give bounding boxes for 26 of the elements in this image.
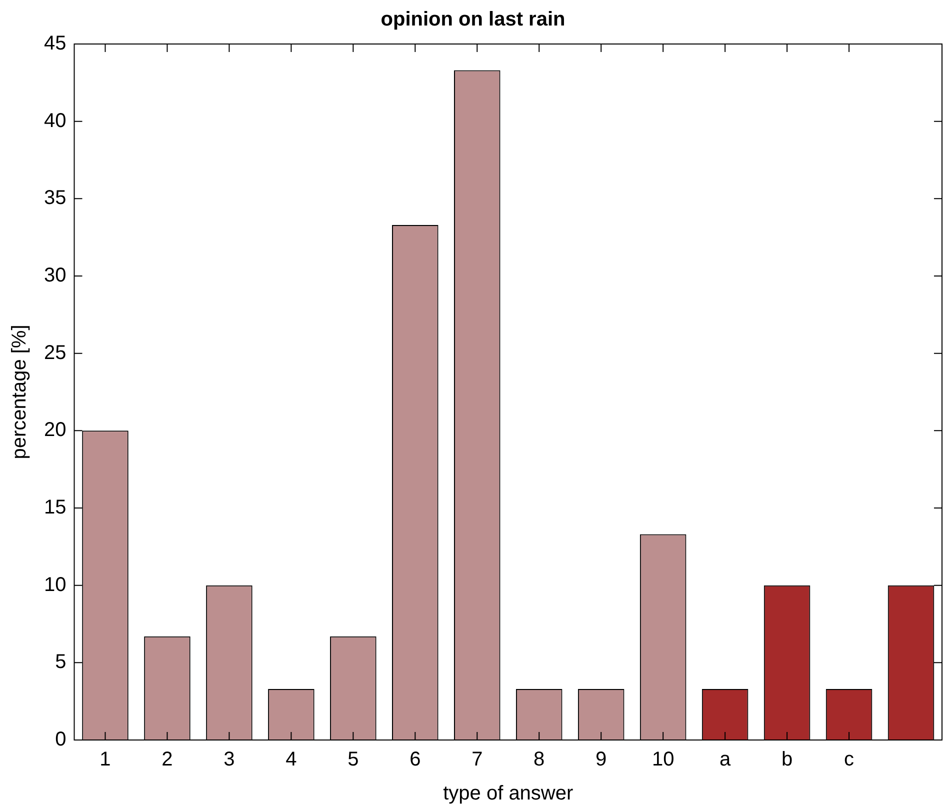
y-tick-label: 5 (55, 651, 66, 674)
x-tick-label: 2 (162, 748, 173, 771)
x-tick-label: 7 (472, 748, 483, 771)
x-tick-label: b (781, 748, 793, 771)
x-tick-label: 1 (100, 748, 111, 771)
x-tick-label: c (844, 748, 854, 771)
y-tick-label: 25 (44, 342, 66, 364)
y-axis-title: percentage [%] (8, 324, 31, 460)
x-tick-label: 4 (286, 748, 297, 771)
x-tick-label: 9 (596, 748, 607, 771)
y-tick-label: 15 (44, 496, 66, 519)
chart-title: opinion on last rain (380, 8, 566, 31)
y-tick-label: 40 (44, 110, 66, 132)
x-tick-label: 3 (224, 748, 235, 771)
x-tick-label: 8 (534, 748, 545, 771)
x-tick-label: 10 (652, 748, 674, 771)
y-tick-label: 45 (44, 32, 66, 55)
y-tick-label: 30 (44, 264, 66, 287)
y-tick-label: 10 (44, 574, 66, 596)
y-tick-label: 35 (44, 187, 66, 210)
x-tick-label: 5 (348, 748, 359, 771)
y-tick-label: 20 (44, 419, 66, 442)
y-tick-label: 0 (55, 728, 66, 751)
x-tick-label: a (720, 748, 732, 771)
x-axis-title: type of answer (443, 782, 574, 805)
x-tick-label: 6 (410, 748, 421, 771)
